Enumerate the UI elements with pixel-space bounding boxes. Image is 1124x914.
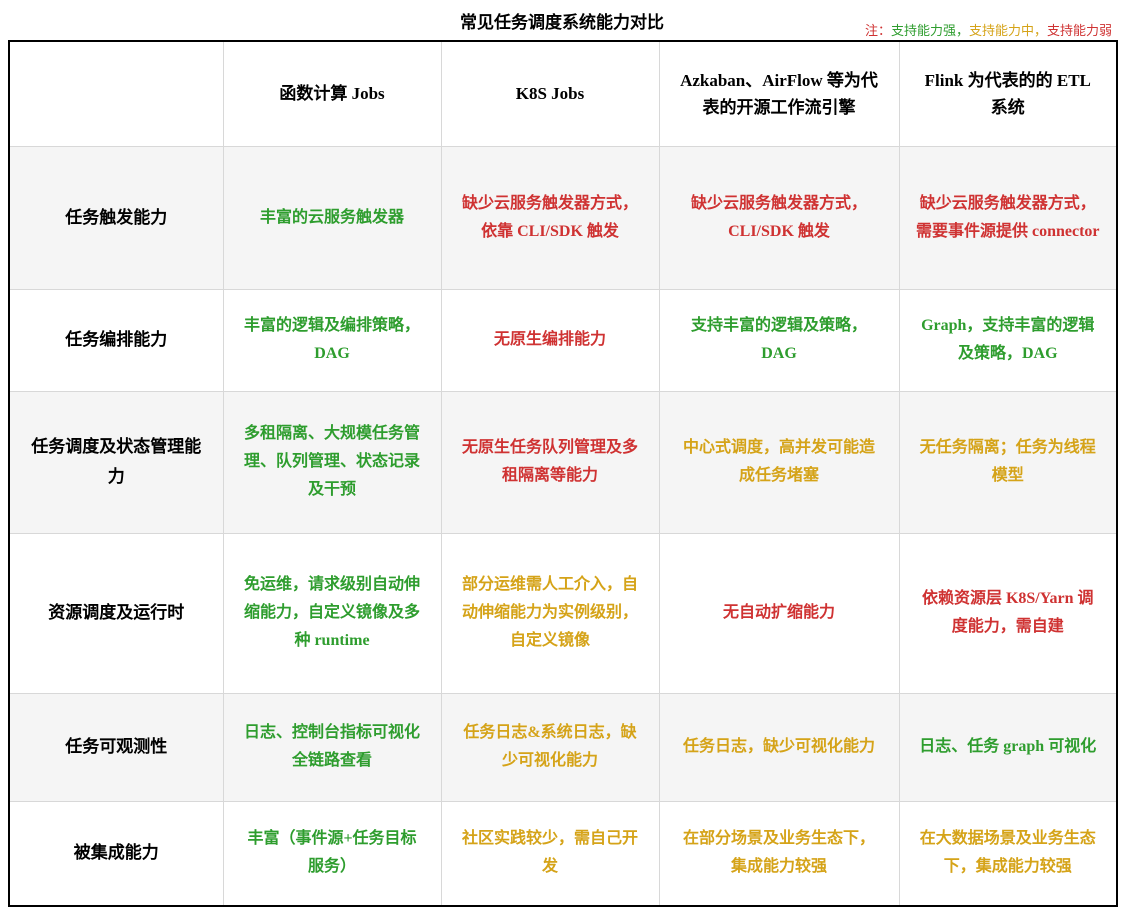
header-row: 函数计算 Jobs K8S Jobs Azkaban、AirFlow 等为代表的… — [8, 40, 1118, 147]
cell: 在部分场景及业务生态下，集成能力较强 — [658, 800, 900, 907]
cell: 缺少云服务触发器方式，需要事件源提供 connector — [898, 145, 1118, 290]
cell: 社区实践较少，需自己开发 — [440, 800, 660, 907]
legend-item-weak: 支持能力弱 — [1046, 23, 1112, 38]
cell: 支持丰富的逻辑及策略，DAG — [658, 288, 900, 392]
cell: 无原生编排能力 — [440, 288, 660, 392]
legend-note-label: 注： — [864, 23, 891, 38]
cell: 无任务隔离；任务为线程模型 — [898, 390, 1118, 534]
cell: 部分运维需人工介入，自动伸缩能力为实例级别，自定义镜像 — [440, 532, 660, 694]
legend-item-strong: 支持能力强， — [890, 23, 969, 38]
column-header-fc-jobs: 函数计算 Jobs — [222, 40, 442, 147]
cell: 依赖资源层 K8S/Yarn 调度能力，需自建 — [898, 532, 1118, 694]
row-header: 资源调度及运行时 — [8, 532, 224, 694]
table-row: 被集成能力 丰富（事件源+任务目标服务） 社区实践较少，需自己开发 在部分场景及… — [8, 800, 1118, 907]
cell: 日志、控制台指标可视化全链路查看 — [222, 692, 442, 802]
table-row: 任务调度及状态管理能力 多租隔离、大规模任务管理、队列管理、状态记录及干预 无原… — [8, 390, 1118, 534]
cell: 在大数据场景及业务生态下，集成能力较强 — [898, 800, 1118, 907]
comparison-table: 函数计算 Jobs K8S Jobs Azkaban、AirFlow 等为代表的… — [8, 40, 1118, 907]
row-header: 任务可观测性 — [8, 692, 224, 802]
cell: Graph，支持丰富的逻辑及策略，DAG — [898, 288, 1118, 392]
column-header-k8s-jobs: K8S Jobs — [440, 40, 660, 147]
cell: 丰富（事件源+任务目标服务） — [222, 800, 442, 907]
row-header: 任务编排能力 — [8, 288, 224, 392]
row-header: 任务调度及状态管理能力 — [8, 390, 224, 534]
corner-cell — [8, 40, 224, 147]
cell: 缺少云服务触发器方式，CLI/SDK 触发 — [658, 145, 900, 290]
table-row: 资源调度及运行时 免运维，请求级别自动伸缩能力，自定义镜像及多种 runtime… — [8, 532, 1118, 694]
cell: 无原生任务队列管理及多租隔离等能力 — [440, 390, 660, 534]
column-header-flink-etl: Flink 为代表的的 ETL 系统 — [898, 40, 1118, 147]
table-row: 任务可观测性 日志、控制台指标可视化全链路查看 任务日志&系统日志，缺少可视化能… — [8, 692, 1118, 802]
table-row: 任务触发能力 丰富的云服务触发器 缺少云服务触发器方式，依靠 CLI/SDK 触… — [8, 145, 1118, 290]
cell: 日志、任务 graph 可视化 — [898, 692, 1118, 802]
row-header: 任务触发能力 — [8, 145, 224, 290]
cell: 任务日志&系统日志，缺少可视化能力 — [440, 692, 660, 802]
cell: 多租隔离、大规模任务管理、队列管理、状态记录及干预 — [222, 390, 442, 534]
legend: 注：支持能力强，支持能力中，支持能力弱 — [865, 20, 1112, 39]
cell: 任务日志，缺少可视化能力 — [658, 692, 900, 802]
column-header-workflow-engines: Azkaban、AirFlow 等为代表的开源工作流引擎 — [658, 40, 900, 147]
legend-item-medium: 支持能力中， — [968, 23, 1047, 38]
cell: 丰富的云服务触发器 — [222, 145, 442, 290]
table-row: 任务编排能力 丰富的逻辑及编排策略，DAG 无原生编排能力 支持丰富的逻辑及策略… — [8, 288, 1118, 392]
cell: 无自动扩缩能力 — [658, 532, 900, 694]
cell: 丰富的逻辑及编排策略，DAG — [222, 288, 442, 392]
cell: 中心式调度，高并发可能造成任务堵塞 — [658, 390, 900, 534]
page-header: 常见任务调度系统能力对比 注：支持能力强，支持能力中，支持能力弱 — [0, 0, 1124, 40]
cell: 缺少云服务触发器方式，依靠 CLI/SDK 触发 — [440, 145, 660, 290]
page-title: 常见任务调度系统能力对比 — [460, 13, 664, 32]
cell: 免运维，请求级别自动伸缩能力，自定义镜像及多种 runtime — [222, 532, 442, 694]
row-header: 被集成能力 — [8, 800, 224, 907]
